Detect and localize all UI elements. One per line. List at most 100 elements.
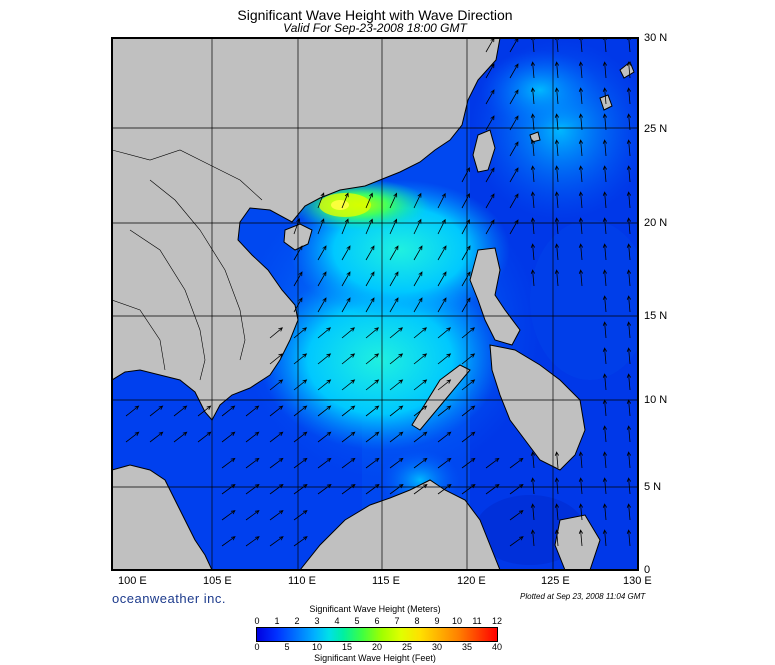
feet-tick: 15 [341,642,353,652]
lon-label-100e: 100 E [118,575,147,587]
wave-arrow [389,457,404,469]
wave-arrow [626,321,632,339]
wave-arrow [602,347,608,365]
wave-arrow [530,243,536,261]
wave-arrow [509,457,524,469]
wave-arrow [221,510,236,521]
wave-arrow [578,451,584,469]
wave-arrow [221,405,236,417]
wave-arrow [602,269,608,287]
wave-arrow [365,379,380,391]
feet-tick: 35 [461,642,473,652]
feet-tick: 0 [254,642,260,652]
meters-tick: 10 [451,616,463,626]
lon-label-130e: 130 E [623,575,652,587]
wave-arrow [293,353,308,365]
wave-arrow [197,405,212,417]
wave-arrow [530,61,536,79]
wave-arrow [554,165,560,183]
wave-arrow [530,477,536,495]
wave-arrow [149,405,164,417]
plotted-timestamp: Plotted at Sep 23, 2008 11:04 GMT [520,592,646,601]
wave-arrow [365,218,373,235]
wave-arrow [293,457,308,469]
wave-arrow [626,373,632,391]
wave-arrow [269,536,284,547]
wave-arrow [530,269,536,287]
wave-arrow [602,503,608,521]
wave-arrow [530,503,536,521]
wave-arrow [461,193,470,209]
meters-tick: 2 [294,616,300,626]
wave-arrow [413,327,428,339]
wave-arrow [365,245,375,261]
wave-arrow [602,477,608,495]
wave-arrow [317,353,332,365]
wave-arrow [554,87,560,105]
wave-arrow [341,297,351,313]
wave-arrow [293,536,308,547]
wave-arrow [341,405,356,417]
wave-arrow [293,510,308,521]
wave-arrow [509,510,524,521]
lon-label-115e: 115 E [372,575,400,587]
feet-tick: 30 [431,642,443,652]
wave-arrow [317,297,327,313]
wave-arrow [626,191,632,209]
wave-arrow [626,243,632,261]
wave-arrow [509,89,519,105]
wave-arrow [389,405,404,417]
wave-arrow [530,139,536,157]
wave-arrow [461,219,470,235]
wave-arrow [317,431,332,443]
wave-arrow [341,218,349,235]
wave-arrow [269,405,284,417]
wave-arrow [437,192,446,209]
wave-arrow [578,113,584,131]
wave-arrow [389,218,398,235]
wave-arrow [389,379,404,391]
lat-label-15n: 15 N [644,310,668,322]
wave-arrow [341,192,349,209]
wave-arrow [317,192,325,209]
wave-arrow [509,193,519,209]
wave-arrow [626,503,632,521]
wave-arrow [269,327,284,339]
wave-arrow [602,113,608,131]
wave-arrow [578,529,584,547]
wave-arrow [626,87,632,105]
wave-arrow [437,327,452,339]
wave-arrow [341,457,356,469]
wave-arrow [530,191,536,209]
feet-tick: 25 [401,642,413,652]
wave-arrow [461,297,471,313]
wave-arrow [413,431,428,443]
lat-lon-grid [112,38,638,570]
wave-arrow [578,87,584,105]
lat-label-20n: 20 N [644,217,668,229]
wave-arrow [245,510,260,521]
lat-label-5n: 5 N [644,481,662,493]
wave-arrow [221,431,236,443]
wave-arrow [602,295,608,313]
wave-arrow [626,61,632,79]
wave-arrow [530,451,536,469]
wave-arrow [293,327,308,339]
wave-arrow [626,295,632,313]
wave-arrow [389,297,399,313]
wave-arrow [626,217,632,235]
lon-label-120e: 120 E [457,575,486,587]
wave-arrow [578,503,584,521]
wave-arrow [602,139,608,157]
meters-tick: 8 [414,616,420,626]
map-frame [111,37,639,571]
wave-arrow [317,218,325,235]
colorbar [256,627,498,642]
wave-arrow [413,218,422,235]
wave-arrow [413,353,428,365]
lon-label-125e: 125 E [541,575,570,587]
wave-arrow [602,191,608,209]
wave-arrow [602,321,608,339]
wave-arrow [461,245,471,261]
